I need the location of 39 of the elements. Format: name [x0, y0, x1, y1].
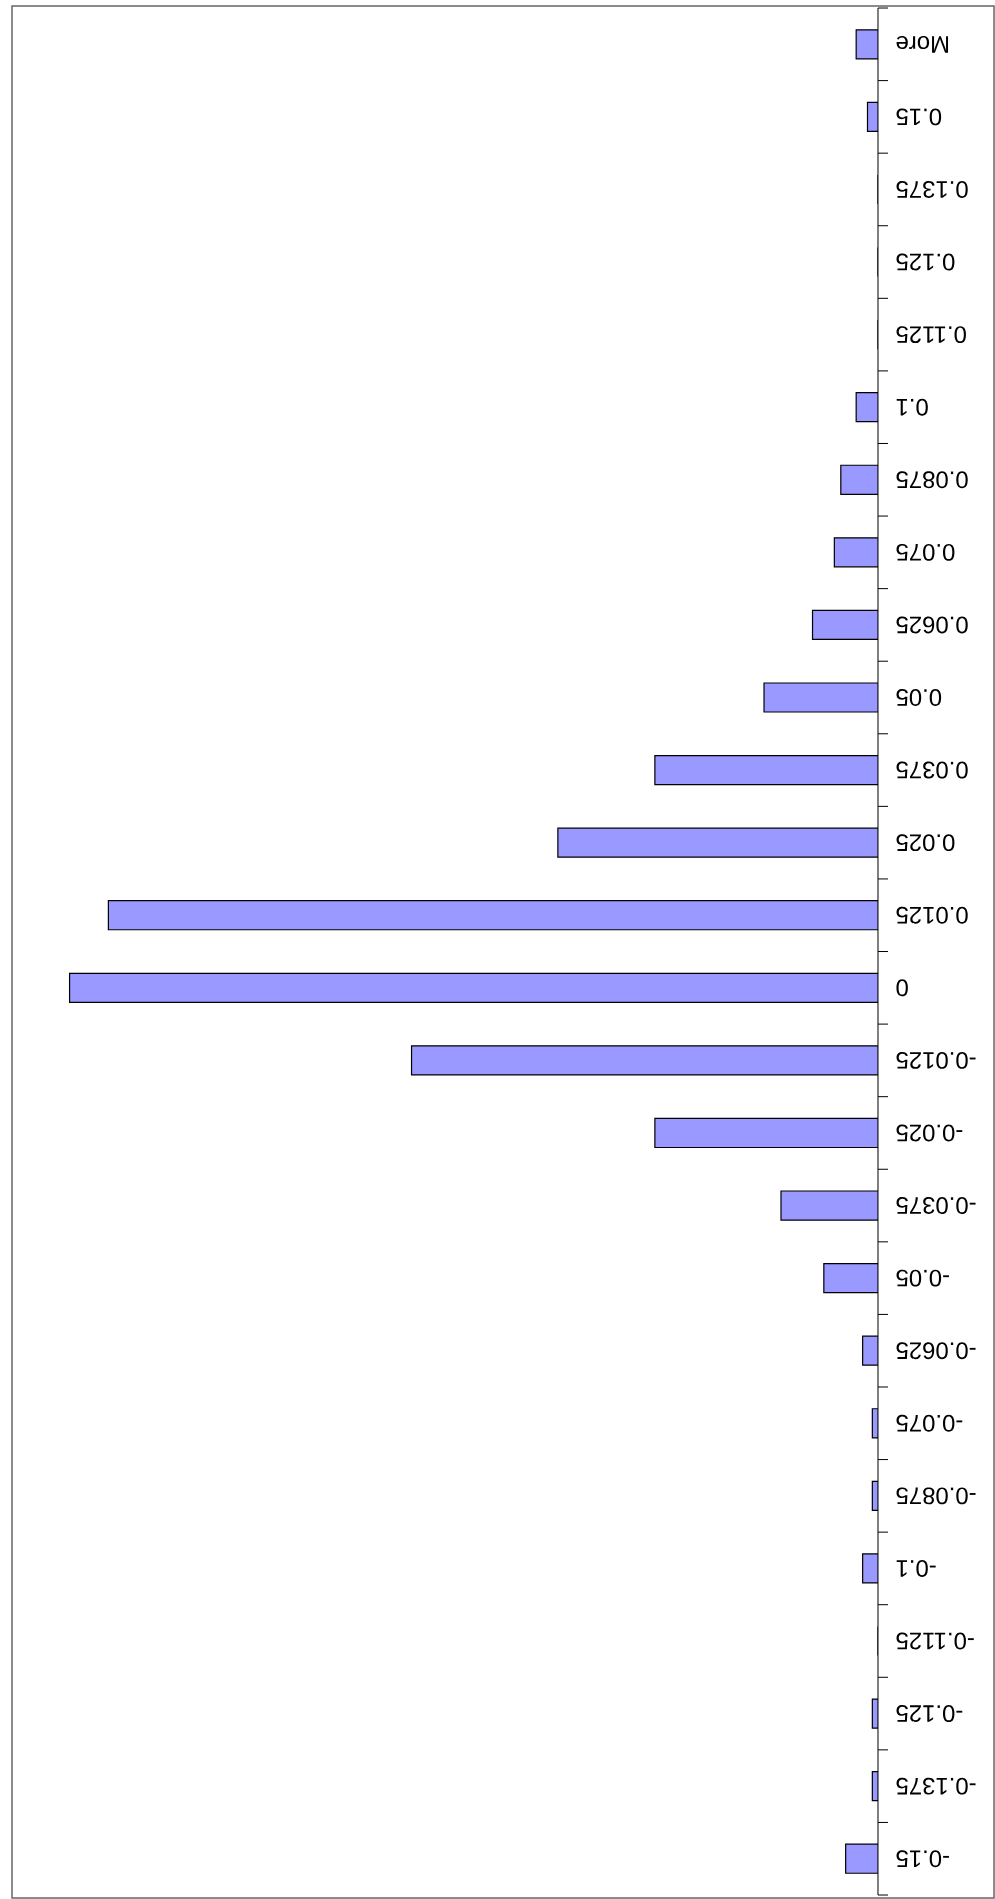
y-tick-label: -0.025	[896, 1124, 963, 1142]
y-tick-label: 0.075	[896, 543, 955, 561]
y-tick-label: 0.15	[896, 108, 942, 126]
y-tick-label: -0.1125	[896, 1632, 974, 1650]
bar	[845, 1843, 878, 1874]
bar	[654, 1117, 878, 1149]
bar	[811, 609, 878, 641]
bar	[410, 1045, 878, 1076]
y-tick-label: -0.0125	[896, 1051, 976, 1069]
y-tick-label: -0.1	[896, 1559, 936, 1577]
y-tick-label: 0.1125	[896, 326, 966, 344]
y-tick-label: 0.125	[896, 253, 955, 271]
bar	[107, 900, 878, 931]
y-tick-label: 0.0875	[896, 471, 968, 489]
y-tick-label: 0.0125	[896, 906, 968, 924]
y-tick-label: -0.125	[896, 1705, 963, 1723]
y-tick-label: 0.0375	[896, 761, 968, 779]
bar	[654, 754, 878, 786]
bar	[840, 464, 878, 495]
bar	[68, 972, 878, 1003]
y-tick-label: -0.15	[896, 1850, 949, 1868]
y-tick-label: 0.0625	[896, 616, 968, 634]
y-tick-label: 0.1375	[896, 180, 968, 198]
y-tick-label: 0.1	[896, 398, 928, 416]
bar	[780, 1190, 878, 1221]
y-tick-label: 0.05	[896, 689, 942, 706]
y-tick-label: -0.075	[896, 1414, 963, 1432]
bar	[833, 537, 878, 568]
y-tick-label: 0.025	[896, 834, 955, 852]
y-tick-label: More	[896, 35, 949, 53]
y-tick-label: -0.05	[896, 1269, 949, 1287]
bar	[763, 682, 878, 713]
y-tick-label: -0.0625	[896, 1342, 976, 1360]
y-tick-label: -0.0375	[896, 1197, 976, 1214]
bar	[823, 1263, 878, 1294]
y-tick-label: -0.0875	[896, 1487, 976, 1505]
y-tick-label: -0.1375	[896, 1777, 976, 1795]
bar	[557, 827, 878, 858]
y-tick-label: 0	[896, 979, 908, 997]
